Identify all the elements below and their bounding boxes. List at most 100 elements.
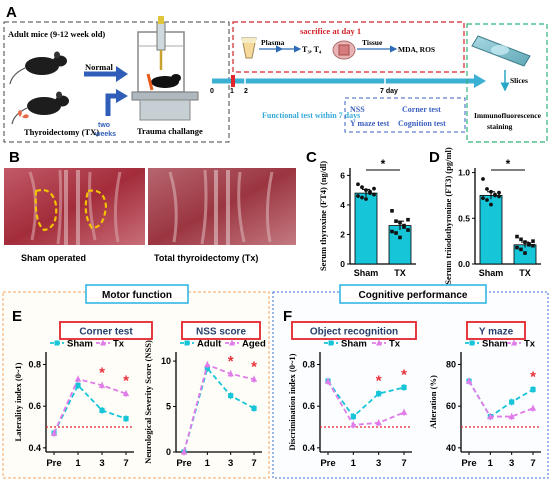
series-line-sham bbox=[53, 383, 127, 434]
cognitive-title: Cognitive performance bbox=[359, 290, 468, 301]
mda-label: MDA, ROS bbox=[398, 45, 435, 54]
data-point bbox=[527, 243, 531, 247]
y-tick-label: 0.6 bbox=[302, 401, 315, 411]
significance-star: * bbox=[381, 157, 386, 171]
y-tick-label: 0.0 bbox=[458, 259, 470, 269]
legend-marker bbox=[184, 340, 190, 346]
bar-sham bbox=[354, 192, 378, 265]
y-tick-label: 6 bbox=[340, 170, 345, 180]
series-line-tx bbox=[53, 378, 127, 434]
data-point bbox=[481, 196, 485, 201]
chart-e-nss-score: NSS score 0 5 10 Pre 1 3 7 Neurological Severity… bbox=[143, 321, 266, 469]
legend-label: Tx bbox=[389, 339, 401, 350]
significance-star: * bbox=[251, 358, 257, 375]
timeline-marker-day1 bbox=[231, 75, 235, 87]
trauma-label: Trauma challange bbox=[137, 126, 203, 136]
x-tick-label: Pre bbox=[176, 458, 191, 469]
data-point bbox=[204, 361, 211, 368]
y-tick-label: 0.6 bbox=[28, 401, 41, 411]
mice-title: Adult mice (9-12 week old) bbox=[8, 29, 105, 39]
timeline-tick-2-label: 2 bbox=[244, 88, 248, 95]
motor-panel-box bbox=[2, 291, 270, 479]
y-tick-label: 0.5 bbox=[458, 213, 470, 223]
series-line-tx bbox=[468, 380, 534, 418]
data-point bbox=[372, 192, 376, 197]
x-tick-label: 1 bbox=[75, 458, 81, 469]
data-point bbox=[356, 194, 360, 198]
data-point bbox=[398, 220, 402, 225]
trauma-apparatus-icon bbox=[131, 16, 199, 121]
significance-star: * bbox=[228, 353, 234, 370]
chart-f-object-recognition: Object recognition 0.4 0.6 0.8 Pre 1 3 7 Discrim… bbox=[287, 321, 417, 469]
x-tick-label: 7 bbox=[530, 458, 535, 469]
y-axis-label: Neurological Severity Score (NSS) bbox=[143, 340, 153, 464]
chart-title-box bbox=[466, 321, 526, 340]
test-nss: NSS bbox=[350, 105, 365, 114]
x-tick-label: 1 bbox=[351, 458, 357, 469]
y-tick-label: 0.4 bbox=[28, 443, 41, 453]
panel-letter-a: A bbox=[6, 4, 17, 21]
data-point bbox=[350, 413, 356, 420]
legend-marker bbox=[54, 340, 60, 346]
panel-letter-c: C bbox=[306, 149, 317, 166]
significance-star: * bbox=[123, 373, 129, 390]
data-point bbox=[394, 219, 398, 223]
test-ymaze: Y maze test bbox=[350, 119, 390, 128]
data-point bbox=[508, 413, 515, 420]
sham-photo bbox=[4, 168, 145, 245]
data-point bbox=[74, 375, 82, 382]
data-point bbox=[531, 243, 535, 248]
data-point bbox=[519, 247, 523, 252]
x-tick-label: Pre bbox=[46, 458, 61, 469]
data-point bbox=[364, 197, 368, 201]
data-point bbox=[364, 188, 368, 193]
x-tick-label: Pre bbox=[320, 458, 335, 469]
legend-marker bbox=[100, 339, 106, 346]
data-point bbox=[356, 182, 360, 187]
legend-label: Adult bbox=[197, 339, 222, 350]
data-point bbox=[375, 419, 382, 426]
legend-label: Sham bbox=[341, 339, 367, 350]
chart-title: Corner test bbox=[79, 327, 133, 338]
tx-label: Thyroidectomy (TX) bbox=[24, 127, 99, 137]
y-axis-label: Alteration (%) bbox=[428, 375, 438, 429]
test-corner: Corner test bbox=[402, 105, 441, 114]
data-point bbox=[75, 382, 81, 388]
data-point bbox=[531, 239, 535, 243]
blood-tube-icon bbox=[241, 37, 257, 59]
legend-marker bbox=[229, 339, 235, 346]
data-point bbox=[485, 187, 489, 191]
x-tick-label: 3 bbox=[509, 458, 514, 469]
x-tick-label: TX bbox=[519, 268, 531, 278]
data-point bbox=[406, 228, 410, 232]
sacrifice-box bbox=[232, 21, 465, 73]
x-tick-label: 7 bbox=[123, 458, 128, 469]
data-point bbox=[390, 229, 394, 234]
tx-caption: Total thyroidectomy (Tx) bbox=[154, 253, 258, 263]
data-point bbox=[204, 365, 210, 371]
x-tick-label: 3 bbox=[376, 458, 381, 469]
legend-label: Aged bbox=[242, 339, 266, 350]
y-tick-label: 1.0 bbox=[458, 168, 470, 178]
tissue-label: Tissue bbox=[362, 38, 383, 47]
data-point bbox=[99, 407, 105, 413]
chart-f-y-maze: Y maze 40 60 80 Pre 1 3 7 Alteration (%) Sham Tx * bbox=[428, 321, 541, 469]
y-axis-label: Laterality index (0~1) bbox=[13, 362, 23, 441]
data-point bbox=[515, 234, 519, 239]
y-tick-label: 0.4 bbox=[302, 443, 315, 453]
y-tick-label: 10 bbox=[161, 356, 171, 366]
immuno-label-1: Immunofluorescence bbox=[474, 111, 542, 120]
legend-label: Tx bbox=[113, 339, 125, 350]
chart-title: Object recognition bbox=[310, 327, 398, 338]
legend-marker bbox=[376, 339, 382, 346]
y-axis-label: Discrimination index (0~1) bbox=[287, 353, 297, 450]
legend-label: Tx bbox=[524, 339, 536, 350]
panel-letter-f: F bbox=[283, 308, 292, 325]
timeline-tick-1: 1 bbox=[230, 88, 234, 95]
chart-d-ft3: 0.0 0.5 1.0 Serum triiodothyronine (FT3) (p… bbox=[443, 147, 541, 285]
legend-marker bbox=[328, 340, 334, 346]
data-point bbox=[485, 198, 489, 202]
two-weeks-label-2: weeks bbox=[94, 131, 116, 138]
data-point bbox=[98, 381, 106, 388]
x-tick-label: 7 bbox=[401, 458, 406, 469]
